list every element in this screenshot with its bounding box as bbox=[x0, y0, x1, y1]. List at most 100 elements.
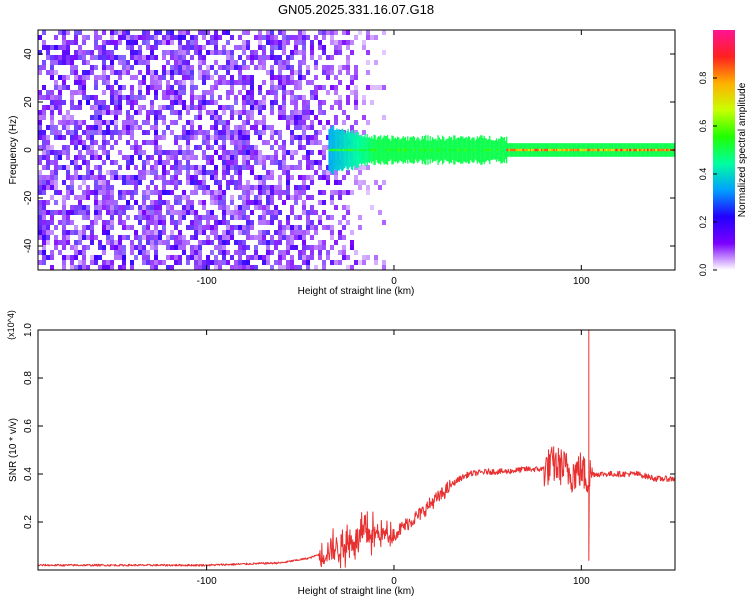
heat-cell bbox=[266, 40, 270, 45]
heat-cell bbox=[270, 195, 274, 200]
heat-cell bbox=[206, 135, 210, 140]
heat-cell bbox=[46, 125, 50, 130]
heat-cell bbox=[142, 120, 146, 125]
heat-cell bbox=[322, 45, 326, 50]
heat-cell bbox=[186, 150, 190, 155]
heat-cell bbox=[246, 145, 250, 150]
heat-cell bbox=[218, 155, 222, 160]
heat-cell bbox=[50, 220, 54, 225]
heat-cell bbox=[214, 100, 218, 105]
heat-cell bbox=[182, 105, 186, 110]
heat-cell bbox=[146, 35, 150, 40]
heat-cell bbox=[82, 145, 86, 150]
heat-cell bbox=[526, 148, 528, 152]
heat-cell bbox=[294, 80, 298, 85]
heat-cell bbox=[38, 200, 42, 205]
heat-cell bbox=[38, 170, 42, 175]
heat-cell bbox=[142, 210, 146, 215]
heat-cell bbox=[214, 200, 218, 205]
heat-cell bbox=[342, 40, 346, 45]
heat-cell bbox=[286, 195, 290, 200]
heat-cell bbox=[98, 190, 102, 195]
heat-cell bbox=[334, 205, 338, 210]
heat-cell bbox=[368, 148, 371, 152]
heat-cell bbox=[567, 148, 569, 152]
heat-cell bbox=[58, 95, 62, 100]
heat-cell bbox=[138, 35, 142, 40]
heat-cell bbox=[206, 260, 210, 265]
heat-cell bbox=[86, 135, 90, 140]
heat-cell bbox=[174, 160, 178, 165]
heat-cell bbox=[174, 150, 178, 155]
heat-cell bbox=[431, 148, 434, 152]
heat-cell bbox=[346, 190, 350, 195]
heat-cell bbox=[306, 265, 310, 270]
heat-cell bbox=[364, 148, 366, 152]
heat-cell bbox=[118, 30, 122, 35]
heat-cell bbox=[174, 235, 178, 240]
heat-cell bbox=[210, 135, 214, 140]
heat-cell bbox=[302, 200, 306, 205]
heat-cell bbox=[138, 240, 142, 245]
heat-cell bbox=[178, 260, 182, 265]
heat-cell bbox=[178, 160, 182, 165]
heat-cell bbox=[58, 90, 62, 95]
heat-cell bbox=[266, 175, 270, 180]
heat-cell bbox=[354, 148, 356, 152]
heat-cell bbox=[298, 160, 302, 165]
heat-cell bbox=[98, 105, 102, 110]
heat-cell bbox=[78, 45, 82, 50]
heat-cell bbox=[70, 160, 74, 165]
heat-cell bbox=[138, 70, 142, 75]
heat-cell bbox=[374, 85, 378, 90]
heat-cell bbox=[178, 150, 182, 155]
heat-cell bbox=[258, 235, 262, 240]
heat-cell bbox=[150, 140, 154, 145]
heat-cell bbox=[246, 245, 250, 250]
heat-cell bbox=[58, 250, 62, 255]
heat-cell bbox=[182, 150, 186, 155]
heat-cell bbox=[366, 35, 370, 40]
heat-cell bbox=[334, 40, 338, 45]
heat-cell bbox=[226, 180, 230, 185]
heat-cell bbox=[551, 148, 553, 152]
heat-cell bbox=[214, 30, 218, 35]
heat-cell bbox=[70, 175, 74, 180]
colorbar: 0.00.20.40.60.8 Normalized spectral ampl… bbox=[698, 30, 748, 276]
heat-cell bbox=[326, 145, 330, 150]
heat-cell bbox=[162, 70, 166, 75]
heat-cell bbox=[506, 148, 508, 152]
heat-cell bbox=[38, 145, 42, 150]
heat-cell bbox=[126, 155, 130, 160]
heat-cell bbox=[242, 45, 246, 50]
heat-cell bbox=[74, 75, 78, 80]
heat-cell bbox=[246, 75, 250, 80]
heat-cell bbox=[186, 205, 190, 210]
heat-cell bbox=[178, 115, 182, 120]
heat-cell bbox=[378, 210, 382, 215]
heat-cell bbox=[362, 180, 366, 185]
heat-cell bbox=[74, 210, 78, 215]
heat-cell bbox=[238, 205, 242, 210]
heat-cell bbox=[218, 105, 222, 110]
heat-cell bbox=[194, 145, 198, 150]
heat-cell bbox=[314, 160, 318, 165]
heat-cell bbox=[194, 85, 198, 90]
heat-cell bbox=[266, 140, 270, 145]
heat-cell bbox=[122, 35, 126, 40]
heat-cell bbox=[130, 155, 134, 160]
heat-cell bbox=[440, 148, 443, 152]
heat-cell bbox=[362, 100, 366, 105]
heat-cell bbox=[302, 55, 306, 60]
heat-cell bbox=[162, 135, 166, 140]
heat-cell bbox=[186, 70, 190, 75]
heat-cell bbox=[182, 215, 186, 220]
heat-cell bbox=[198, 250, 202, 255]
heat-cell bbox=[186, 105, 190, 110]
heat-cell bbox=[178, 50, 182, 55]
heat-cell bbox=[190, 180, 194, 185]
heat-cell bbox=[134, 95, 138, 100]
heat-cell bbox=[218, 65, 222, 70]
heat-cell bbox=[354, 75, 358, 80]
heat-cell bbox=[178, 45, 182, 50]
